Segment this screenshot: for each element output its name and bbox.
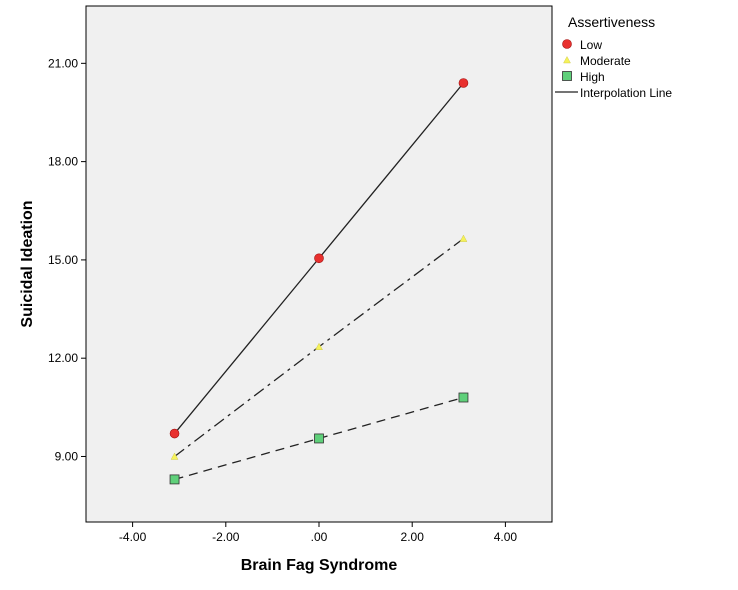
x-axis-title: Brain Fag Syndrome bbox=[241, 557, 398, 574]
data-point-low bbox=[314, 253, 324, 264]
plot-area bbox=[85, 5, 553, 523]
y-tick-label: 12.00 bbox=[48, 351, 78, 365]
legend-label-moderate: Moderate bbox=[580, 54, 631, 68]
data-point-high bbox=[169, 474, 180, 485]
data-point-low bbox=[169, 428, 180, 439]
data-point-high bbox=[314, 433, 324, 444]
data-point-moderate bbox=[315, 342, 323, 350]
x-tick-label: -4.00 bbox=[119, 530, 147, 544]
data-point-moderate bbox=[459, 234, 468, 242]
y-axis-title: Suicidal Ideation bbox=[19, 200, 36, 327]
y-tick-label: 18.00 bbox=[48, 155, 78, 169]
legend-label-interpolation: Interpolation Line bbox=[580, 86, 672, 100]
legend-label-high: High bbox=[580, 70, 605, 84]
legend-title: Assertiveness bbox=[568, 14, 655, 30]
y-tick-label: 21.00 bbox=[48, 56, 78, 70]
y-tick-label: 9.00 bbox=[55, 449, 79, 463]
x-tick-label: 4.00 bbox=[494, 530, 518, 544]
legend-marker-high bbox=[562, 71, 572, 81]
legend-marker-low bbox=[562, 39, 572, 49]
y-tick-label: 15.00 bbox=[48, 253, 78, 267]
legend-label-low: Low bbox=[580, 38, 602, 52]
x-tick-label: -2.00 bbox=[212, 530, 240, 544]
data-point-high bbox=[458, 392, 469, 403]
data-point-moderate bbox=[170, 452, 179, 460]
x-tick-label: .00 bbox=[311, 530, 328, 544]
data-point-low bbox=[458, 78, 469, 88]
legend-marker-moderate bbox=[563, 56, 571, 64]
x-tick-label: 2.00 bbox=[401, 530, 425, 544]
